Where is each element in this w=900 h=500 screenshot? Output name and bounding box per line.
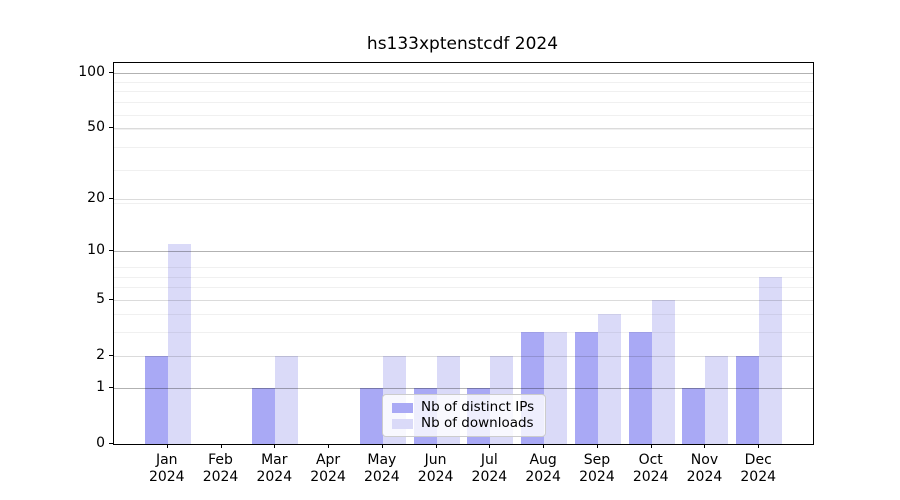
x-tick-label-mar: Mar 2024 (256, 452, 293, 485)
gridline-minor (114, 147, 813, 149)
x-tick-label-sep: Sep 2024 (579, 452, 615, 485)
y-tick-mark (109, 387, 113, 389)
x-tick-mark (758, 444, 760, 448)
x-tick-label-jul: Jul 2024 (471, 452, 508, 485)
x-tick-mark (274, 444, 276, 448)
y-tick-label-5: 5 (96, 290, 105, 307)
bar-ips-oct (628, 332, 652, 444)
gridline-10 (114, 251, 813, 253)
bar-ips-nov (682, 388, 706, 444)
x-tick-mark (704, 444, 706, 448)
legend-label: Nb of distinct IPs (421, 399, 535, 415)
y-tick-mark (109, 298, 113, 300)
y-tick-mark (109, 354, 113, 356)
x-tick-label-oct: Oct 2024 (632, 452, 669, 485)
gridline-minor (114, 129, 813, 131)
y-tick-label-10: 10 (87, 242, 105, 259)
y-tick-label-50: 50 (87, 118, 105, 135)
legend-label: Nb of downloads (421, 415, 534, 431)
x-tick-label-jun: Jun 2024 (417, 452, 454, 485)
chart-title: hs133xptenstcdf 2024 (366, 34, 559, 54)
gridline-20 (114, 198, 813, 200)
gridline-minor (114, 314, 813, 316)
bar-downloads-mar (275, 355, 299, 444)
bar-ips-jan (144, 355, 168, 444)
legend-swatch-downloads (392, 418, 413, 429)
x-tick-mark (166, 444, 168, 448)
x-tick-mark (543, 444, 545, 448)
y-tick-mark (109, 126, 113, 128)
x-tick-label-aug: Aug 2024 (525, 452, 561, 485)
legend-entry-ips: Nb of distinct IPs (392, 400, 536, 415)
x-tick-label-apr: Apr 2024 (310, 452, 346, 485)
x-tick-mark (381, 444, 383, 448)
bar-ips-sep (574, 332, 598, 444)
x-tick-mark (220, 444, 222, 448)
gridline-minor (114, 287, 813, 289)
gridline-minor (114, 332, 813, 334)
gridline-minor (114, 170, 813, 172)
gridline-minor (114, 91, 813, 93)
bar-ips-may (359, 388, 383, 444)
x-tick-label-may: May 2024 (364, 452, 400, 485)
gridline-2 (114, 355, 813, 357)
bar-ips-dec (736, 355, 760, 444)
bar-downloads-oct (651, 299, 675, 444)
gridline-minor (114, 202, 813, 204)
bar-downloads-sep (597, 314, 621, 444)
y-tick-label-0: 0 (96, 435, 105, 451)
x-tick-mark (650, 444, 652, 448)
legend-swatch-ips (392, 402, 413, 413)
x-tick-label-jan: Jan 2024 (148, 452, 185, 485)
y-tick-mark (109, 250, 113, 252)
gridline-minor (114, 102, 813, 104)
gridline-minor (114, 114, 813, 116)
bar-ips-mar (252, 388, 276, 444)
y-tick-label-100: 100 (78, 63, 105, 80)
bar-downloads-nov (705, 355, 729, 444)
x-tick-mark (328, 444, 330, 448)
legend: Nb of distinct IPs Nb of downloads (382, 394, 546, 437)
gridline-minor (114, 276, 813, 278)
bar-downloads-dec (759, 276, 783, 444)
y-tick-label-1: 1 (96, 379, 105, 396)
x-tick-label-nov: Nov 2024 (686, 452, 723, 485)
bar-downloads-aug (544, 332, 568, 444)
bar-downloads-jan (167, 244, 191, 444)
gridline-minor (114, 267, 813, 269)
y-tick-mark (109, 71, 113, 73)
legend-entry-downloads: Nb of downloads (392, 416, 536, 431)
x-tick-label-feb: Feb 2024 (202, 452, 239, 485)
y-tick-mark (109, 197, 113, 199)
y-tick-label-20: 20 (87, 189, 105, 206)
plot-area: Nb of distinct IPs Nb of downloads (113, 62, 814, 445)
x-tick-mark (435, 444, 437, 448)
y-tick-label-2: 2 (96, 346, 105, 363)
x-tick-label-dec: Dec 2024 (740, 452, 777, 485)
gridline-50 (114, 127, 813, 129)
gridline-minor (114, 81, 813, 83)
gridline-1 (114, 388, 813, 390)
y-tick-mark (109, 443, 113, 444)
gridline-5 (114, 299, 813, 301)
x-tick-mark (489, 444, 491, 448)
gridline-100 (114, 72, 813, 74)
x-tick-mark (596, 444, 598, 448)
